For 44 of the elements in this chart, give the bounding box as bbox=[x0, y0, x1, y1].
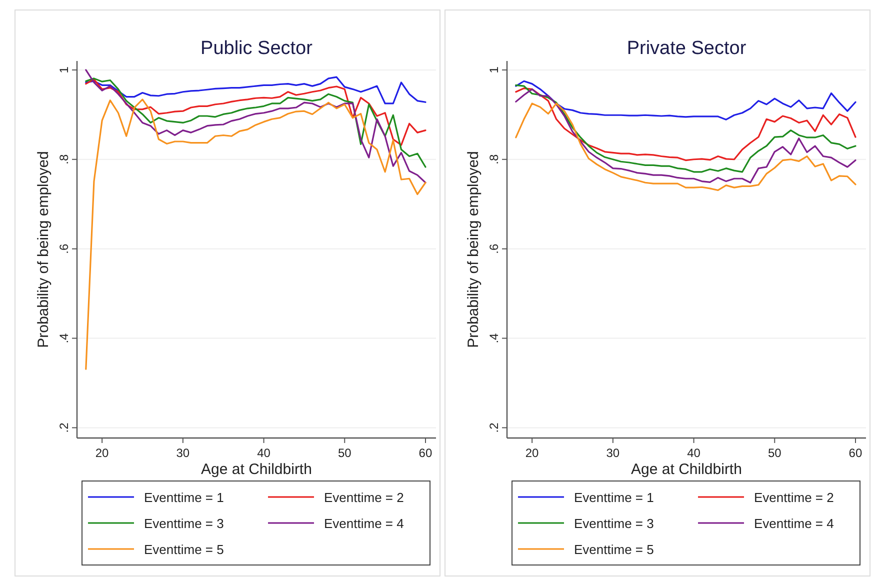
y-axis-title: Probability of being employed bbox=[35, 151, 52, 348]
y-tick-label: .6 bbox=[57, 244, 71, 254]
line-series bbox=[515, 80, 856, 120]
y-axis-title: Probability of being employed bbox=[465, 151, 482, 348]
line-series bbox=[85, 78, 426, 146]
chart-title: Private Sector bbox=[626, 38, 747, 59]
y-tick-label: .4 bbox=[487, 332, 501, 344]
line-series bbox=[515, 102, 856, 192]
legend-label: Eventtime = 3 bbox=[574, 516, 654, 531]
x-tick-label: 50 bbox=[768, 446, 782, 460]
legend-label: Eventtime = 4 bbox=[754, 516, 834, 531]
x-tick-label: 40 bbox=[257, 446, 271, 460]
x-axis-title: Age at Childbirth bbox=[201, 461, 312, 478]
legend-label: Eventtime = 3 bbox=[144, 516, 224, 531]
y-tick-label: 1 bbox=[487, 66, 501, 74]
legend-label: Eventtime = 4 bbox=[324, 516, 404, 531]
y-tick-label: .4 bbox=[57, 332, 71, 344]
x-tick-label: 30 bbox=[606, 446, 620, 460]
line-series bbox=[85, 98, 426, 370]
chart-title: Public Sector bbox=[200, 38, 314, 59]
legend-label: Eventtime = 2 bbox=[754, 490, 834, 505]
legend-label: Eventtime = 5 bbox=[144, 542, 224, 557]
x-tick-label: 20 bbox=[95, 446, 110, 460]
y-tick-label: .2 bbox=[57, 422, 71, 433]
x-tick-label: 60 bbox=[418, 446, 432, 460]
y-tick-label: .6 bbox=[487, 244, 501, 254]
legend-label: Eventtime = 1 bbox=[144, 490, 224, 505]
x-tick-label: 60 bbox=[848, 446, 862, 460]
legend-label: Eventtime = 1 bbox=[574, 490, 654, 505]
x-tick-label: 50 bbox=[338, 446, 352, 460]
line-series bbox=[515, 87, 856, 162]
x-axis-title: Age at Childbirth bbox=[631, 461, 742, 478]
legend-label: Eventtime = 5 bbox=[574, 542, 654, 557]
x-tick-label: 30 bbox=[176, 446, 190, 460]
x-tick-label: 40 bbox=[687, 446, 701, 460]
x-tick-label: 20 bbox=[525, 446, 540, 460]
line-series bbox=[85, 69, 426, 184]
y-tick-label: 1 bbox=[57, 66, 71, 74]
line-series bbox=[85, 76, 426, 104]
legend-label: Eventtime = 2 bbox=[324, 490, 404, 505]
y-tick-label: .2 bbox=[487, 422, 501, 433]
y-tick-label: .8 bbox=[487, 154, 501, 164]
line-series bbox=[85, 78, 426, 168]
y-tick-label: .8 bbox=[57, 154, 71, 164]
